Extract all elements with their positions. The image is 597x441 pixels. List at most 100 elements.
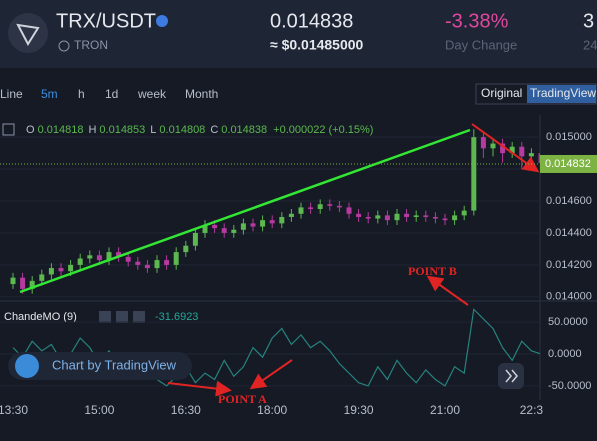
candle-body (471, 137, 477, 211)
legend-label: L (150, 124, 156, 136)
extra-label: 24 (583, 37, 597, 52)
legend-label: H (88, 124, 96, 136)
interval-button[interactable]: h (78, 87, 85, 101)
osc-tick-label: 0.0000 (548, 348, 582, 360)
candle-body (519, 146, 525, 157)
day-change: -3.38% (445, 10, 509, 32)
time-label: 15:00 (84, 403, 114, 417)
candle-body (269, 220, 275, 224)
candle-body (116, 252, 122, 257)
candle-body (336, 205, 342, 208)
candle-body (10, 277, 16, 285)
legend-label: C (210, 124, 218, 136)
price-pane (0, 129, 540, 298)
candle-body (192, 232, 198, 246)
candle-body (413, 215, 419, 217)
view-original[interactable]: Original (481, 86, 522, 100)
candle-body (68, 264, 74, 272)
price-tick-label: 0.014000 (546, 291, 592, 303)
usd-price: ≈ $0.01485000 (270, 37, 364, 53)
candle-body (125, 256, 131, 262)
view-switch (475, 83, 597, 105)
candle-body (480, 137, 486, 149)
interval-button[interactable]: week (137, 87, 167, 101)
candle-body (48, 268, 54, 275)
candle-body (240, 223, 246, 230)
time-label: 22:3 (520, 403, 544, 417)
watermark (8, 352, 192, 380)
point-a: POINT A (218, 392, 267, 406)
candle-body (442, 218, 448, 221)
candle-body (490, 143, 496, 149)
symbol[interactable]: TRX/USDT (56, 10, 156, 32)
info-icon (58, 40, 70, 52)
day-change-label: Day Change (445, 37, 517, 52)
legend-value: 0.014853 (99, 124, 145, 136)
legend-value: 0.014808 (159, 124, 205, 136)
watermark-text: Chart by TradingView (52, 357, 177, 372)
candle-body (356, 213, 362, 217)
arrow-a2 (249, 359, 293, 390)
candle-body (231, 229, 237, 233)
osc-icons[interactable] (99, 311, 145, 323)
candle-body (404, 213, 410, 217)
interval-button[interactable]: 5m (41, 87, 58, 101)
candle-body (202, 224, 208, 233)
globe-icon[interactable] (156, 15, 168, 27)
candle-body (135, 261, 141, 265)
candle-body (39, 274, 45, 281)
candle-body (87, 255, 93, 259)
price-tick-label: 0.015000 (546, 131, 592, 143)
view-tradingview[interactable]: TradingView (530, 86, 596, 100)
candle-body (298, 207, 304, 214)
candle-body (154, 260, 160, 269)
price-tick-label: 0.014600 (546, 195, 592, 207)
coin-name: TRON (74, 38, 108, 52)
candle-body (346, 207, 352, 214)
time-label: 19:30 (344, 403, 374, 417)
interval-button[interactable]: Month (185, 87, 218, 101)
time-label: 21:00 (430, 403, 460, 417)
candle-body (173, 252, 179, 265)
candle-body (500, 143, 506, 154)
candle-body (432, 216, 438, 219)
legend-change: +0.000022 (+0.15%) (273, 124, 373, 136)
candle-body (509, 146, 515, 154)
time-label: 18:00 (257, 403, 287, 417)
candle-body (308, 207, 314, 209)
time-label: 13:30 (0, 403, 28, 417)
legend-value: 0.014818 (38, 124, 84, 136)
candle-body (375, 215, 381, 219)
extra-value: 3 (583, 10, 594, 32)
collapse-icon[interactable] (2, 123, 15, 136)
candle-body (538, 153, 540, 164)
ohlc-legend: O 0.014818 H 0.014853 L 0.014808 C 0.014838 +0.0… (26, 124, 373, 136)
interval-button[interactable]: 1d (105, 87, 118, 101)
candle-body (221, 228, 227, 233)
legend-value: 0.014838 (221, 124, 267, 136)
last-price-label: 0.014832 (545, 158, 591, 170)
candle-body (106, 252, 112, 261)
last-price-box (540, 154, 597, 173)
interval-button[interactable]: Line (0, 87, 23, 101)
header-bg (0, 0, 597, 68)
osc-tick-label: 50.0000 (548, 316, 588, 328)
time-label: 16:30 (171, 403, 201, 417)
osc-name: ChandeMO (9) (4, 311, 77, 323)
candle-body (183, 245, 189, 253)
scroll-button[interactable] (498, 363, 524, 389)
price: 0.014838 (270, 10, 353, 32)
candle-body (461, 210, 467, 216)
point-b: POINT B (408, 264, 457, 278)
candle-body (260, 220, 266, 227)
legend-label: O (26, 124, 35, 136)
candle-body (29, 280, 35, 289)
candle-body (317, 204, 323, 209)
candle-body (58, 268, 64, 272)
osc-tick-label: -50.0000 (548, 380, 591, 392)
candle-body (394, 213, 400, 221)
candle-body (288, 213, 294, 217)
candle-body (279, 216, 285, 224)
candle-body (20, 277, 26, 289)
